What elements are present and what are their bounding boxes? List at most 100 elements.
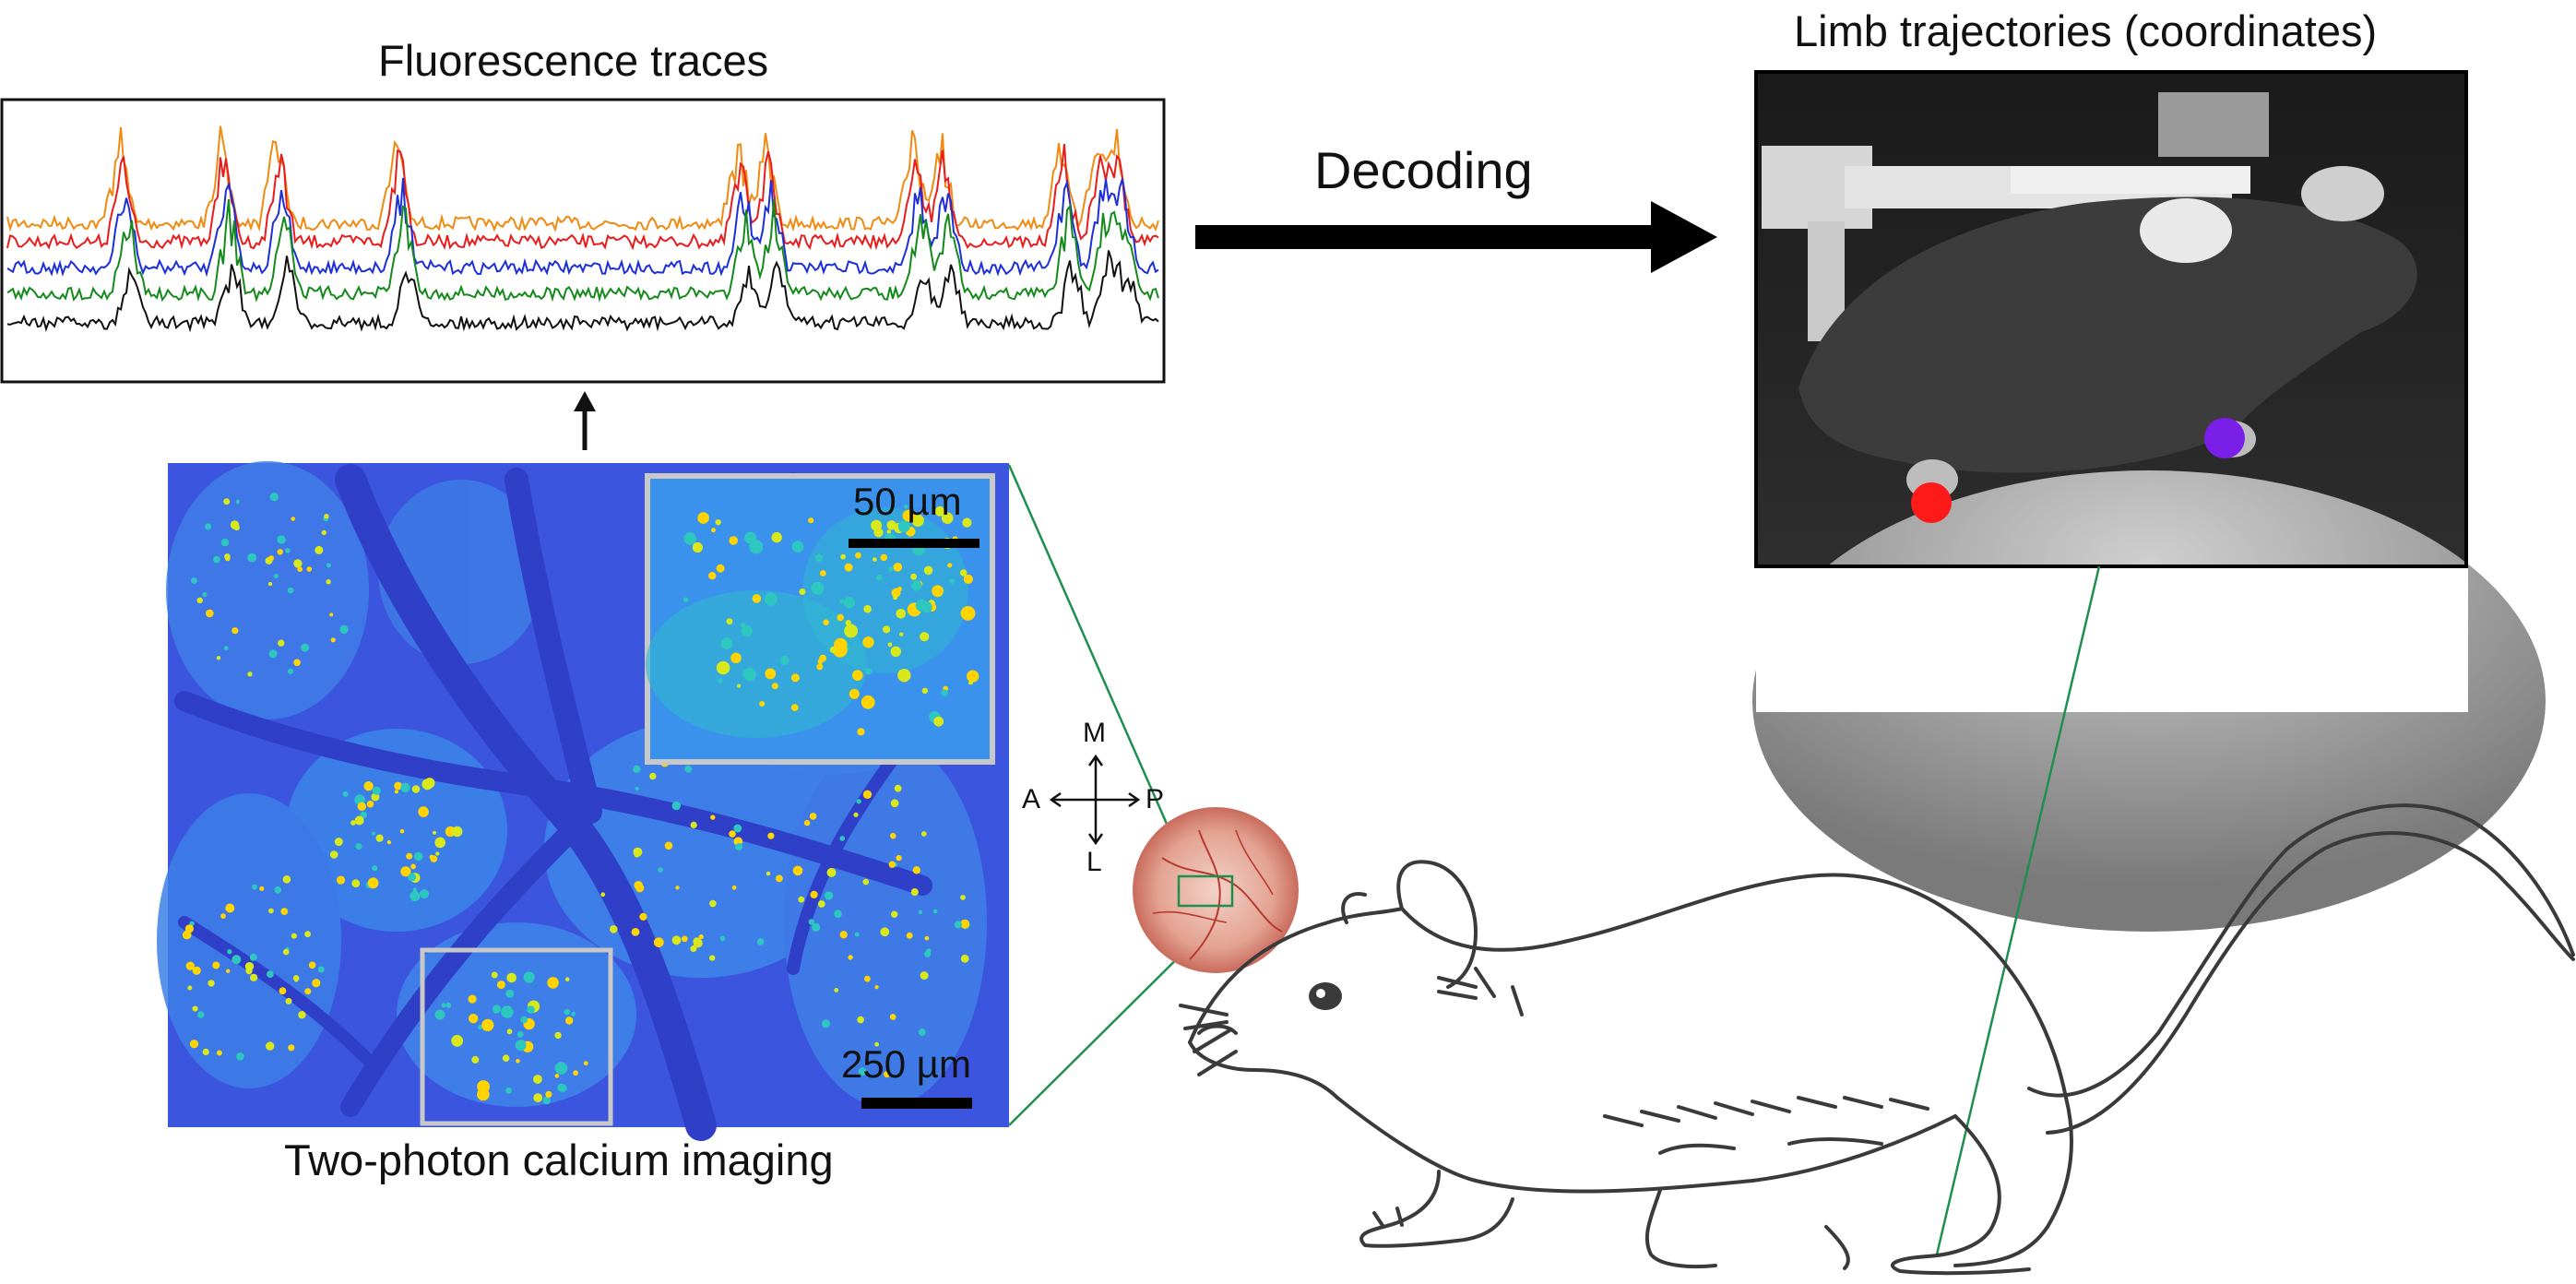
cell-soma (816, 663, 824, 671)
cell-soma (834, 637, 848, 652)
cell-soma (921, 687, 929, 695)
cell-soma (357, 802, 366, 811)
cell-soma (268, 908, 274, 914)
cell-soma (771, 683, 778, 690)
cell-soma (600, 892, 606, 898)
cell-soma (533, 1093, 543, 1102)
cell-soma (564, 1008, 571, 1016)
cell-soma (912, 866, 920, 874)
cell-soma (890, 832, 896, 839)
cell-soma (967, 670, 979, 683)
cell-soma (185, 961, 195, 970)
cell-soma (839, 931, 848, 939)
cell-soma (634, 881, 643, 890)
cell-soma (394, 790, 398, 794)
cell-soma (918, 1028, 926, 1036)
fluorescence-frame (0, 98, 1166, 384)
cell-soma (924, 935, 930, 941)
cell-soma (432, 830, 437, 835)
cell-soma (434, 837, 446, 849)
cell-soma (506, 1028, 513, 1035)
cell-soma (941, 689, 948, 696)
cell-soma (339, 624, 349, 635)
cell-soma (342, 791, 349, 797)
cell-soma (269, 493, 279, 502)
cell-soma (684, 765, 693, 773)
cell-soma (891, 910, 898, 918)
cell-soma (451, 1035, 464, 1047)
cell-soma (564, 977, 570, 981)
cell-soma (812, 922, 821, 933)
limb-title: Limb trajectories (coordinates) (1794, 6, 2378, 55)
trace-line (6, 198, 1159, 303)
inset-scalebar (849, 539, 979, 548)
cell-soma (334, 838, 343, 847)
cell-soma (230, 520, 240, 529)
mouse-drawing (1179, 803, 2575, 1276)
cell-soma (434, 1009, 445, 1020)
trace-line (6, 250, 1159, 333)
cell-soma (224, 553, 231, 560)
cell-soma (893, 563, 903, 572)
cell-soma (709, 899, 717, 908)
cell-soma (803, 819, 811, 826)
cell-soma (317, 966, 325, 973)
cell-soma (216, 1050, 222, 1056)
cell-soma (350, 820, 356, 826)
cell-soma (683, 532, 697, 545)
cell-soma (766, 871, 771, 876)
compass-anterior: A (1022, 784, 1041, 814)
cell-soma (268, 555, 275, 562)
right-paw-marker (2204, 418, 2245, 458)
cell-soma (413, 851, 423, 862)
cell-soma (653, 937, 664, 947)
cell-soma (819, 654, 826, 662)
cell-soma (857, 728, 865, 736)
cell-soma (420, 889, 429, 899)
cell-soma (854, 932, 860, 937)
cell-soma (516, 1030, 524, 1038)
cell-soma (910, 573, 917, 580)
cell-soma (715, 519, 721, 526)
cell-soma (918, 910, 923, 915)
cell-soma (790, 704, 799, 711)
cell-soma (279, 987, 287, 995)
cell-soma (790, 673, 800, 683)
cell-soma (893, 595, 898, 600)
cell-soma (394, 781, 402, 791)
cell-soma (184, 924, 194, 933)
cell-soma (856, 799, 861, 804)
cell-soma (197, 1011, 205, 1018)
cell-soma (817, 900, 825, 908)
cell-soma (633, 765, 641, 773)
cell-soma (906, 932, 913, 939)
cell-soma (776, 874, 783, 883)
cell-soma (731, 885, 737, 890)
cell-soma (565, 1016, 574, 1025)
cell-soma (839, 599, 845, 604)
cell-soma (252, 884, 257, 890)
cell-soma (871, 519, 883, 531)
cell-soma (372, 786, 381, 795)
cell-soma (932, 585, 944, 598)
cell-soma (692, 541, 704, 553)
cell-soma (710, 814, 716, 820)
cell-soma (213, 555, 220, 564)
cell-soma (477, 1088, 490, 1101)
cell-soma (960, 954, 969, 963)
cell-soma (735, 842, 743, 851)
cell-soma (639, 912, 647, 921)
cell-soma (960, 606, 976, 621)
cell-soma (899, 632, 904, 636)
cell-soma (502, 1054, 510, 1062)
cell-soma (285, 548, 291, 553)
cell-soma (545, 1090, 552, 1098)
cell-soma (267, 581, 273, 587)
cell-soma (888, 566, 894, 572)
cell-soma (862, 790, 873, 799)
cell-soma (896, 854, 902, 862)
cell-soma (196, 597, 203, 603)
cell-soma (890, 799, 899, 808)
cell-soma (278, 639, 285, 647)
